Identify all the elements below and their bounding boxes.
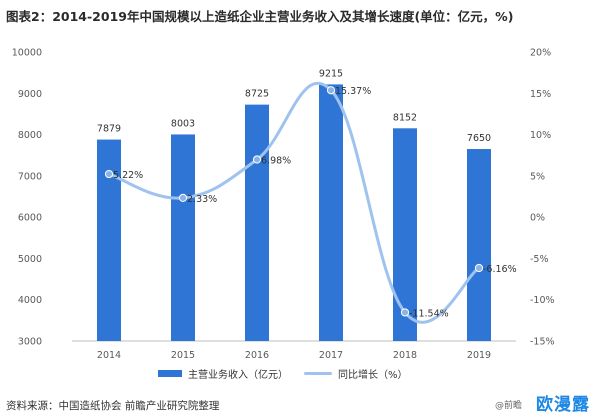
y-left-tick-label: 8000 xyxy=(18,130,42,141)
legend-item-revenue: 主营业务收入（亿元） xyxy=(158,366,288,381)
x-tick-label: 2018 xyxy=(393,350,417,361)
line-layer xyxy=(104,81,484,324)
revenue-bar xyxy=(171,134,195,341)
axes-layer: 3000 4000 5000 6000 7000 8000 9000 10000 -15% -10… xyxy=(12,48,555,362)
x-tick-label: 2016 xyxy=(245,350,269,361)
revenue-bar-label: 8152 xyxy=(393,112,417,123)
growth-point xyxy=(400,308,410,317)
growth-point-label: 2.33% xyxy=(187,194,217,205)
labels-layer: 7879 8003 8725 9215 8152 7650 5.22% 2.33% 6.98% 1… xyxy=(97,68,517,319)
y-left-tick-label: 10000 xyxy=(12,48,42,59)
growth-point-label: -11.54% xyxy=(409,308,449,319)
legend-item-growth: 同比增长（%） xyxy=(304,366,408,381)
growth-point xyxy=(252,155,262,164)
growth-point-label: 5.22% xyxy=(113,170,143,181)
y-right-tick-label: -15% xyxy=(530,337,555,348)
revenue-bar xyxy=(467,149,491,341)
y-left-tick-label: 9000 xyxy=(18,89,42,100)
y-right-tick-label: 0% xyxy=(530,213,545,224)
y-left-tick-label: 7000 xyxy=(18,171,42,182)
revenue-bar-label: 9215 xyxy=(319,68,343,79)
growth-point xyxy=(474,263,484,273)
x-tick-label: 2019 xyxy=(467,350,491,361)
legend-swatch-line xyxy=(304,372,332,375)
growth-line xyxy=(107,81,481,324)
revenue-bar xyxy=(393,128,417,341)
growth-point xyxy=(178,193,188,203)
y-left-tick-label: 4000 xyxy=(18,295,42,306)
x-tick-label: 2015 xyxy=(171,350,195,361)
y-right-tick-label: 20% xyxy=(530,48,551,59)
y-right-tick-label: -10% xyxy=(530,295,555,306)
x-tick-label: 2014 xyxy=(97,350,121,361)
source-note: 资料来源：中国造纸协会 前瞻产业研究院整理 xyxy=(6,400,220,412)
legend-label-growth: 同比增长（%） xyxy=(338,370,408,381)
revenue-bar-label: 7650 xyxy=(467,133,491,144)
y-right-tick-label: 15% xyxy=(530,89,551,100)
y-right-tick-label: 10% xyxy=(530,130,551,141)
growth-point xyxy=(104,169,114,179)
growth-point xyxy=(326,86,336,95)
y-left-tick-label: 5000 xyxy=(18,254,42,265)
chart-title: 图表2：2014-2019年中国规模以上造纸企业主营业务收入及其增长速度(单位：… xyxy=(6,9,514,24)
legend-swatch-bar xyxy=(158,370,182,377)
growth-point-label: 6.98% xyxy=(261,156,291,167)
revenue-bar xyxy=(319,84,343,341)
y-left-tick-label: 6000 xyxy=(18,213,42,224)
y-right-tick-label: -5% xyxy=(530,254,549,265)
x-tick-label: 2017 xyxy=(319,350,343,361)
growth-point-label: -6.16% xyxy=(483,264,517,275)
chart-legend: 主营业务收入（亿元） 同比增长（%） xyxy=(0,366,594,386)
revenue-bar xyxy=(245,104,269,341)
y-right-tick-label: 5% xyxy=(530,171,545,182)
revenue-bar-label: 8725 xyxy=(245,89,269,100)
growth-point-label: 15.37% xyxy=(335,86,371,97)
revenue-bar-label: 8003 xyxy=(171,118,195,129)
bars-layer xyxy=(97,84,491,341)
y-left-tick-label: 3000 xyxy=(18,337,42,348)
revenue-bar-label: 7879 xyxy=(97,124,121,135)
corner-logo: 欧漫露 xyxy=(536,394,590,415)
legend-label-revenue: 主营业务收入（亿元） xyxy=(188,370,288,381)
corner-sub-text: @前瞻 xyxy=(494,401,522,411)
